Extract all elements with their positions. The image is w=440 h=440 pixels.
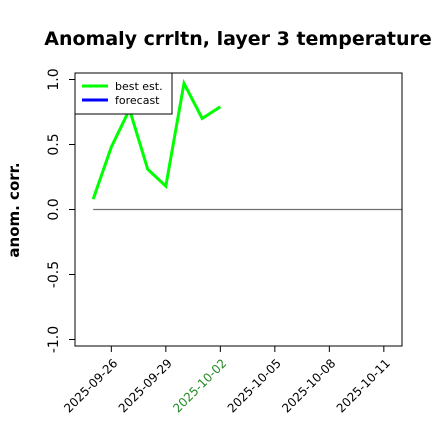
series-line-0 [91, 78, 222, 200]
x-tick-label: 2025-09-29 [116, 356, 175, 415]
legend-label: best est. [115, 80, 163, 93]
x-tick-label: 2025-10-05 [225, 356, 284, 415]
x-tick-label: 2025-09-26 [61, 356, 120, 415]
x-tick-label: 2025-10-02 [170, 356, 229, 415]
legend-label: forecast [115, 94, 160, 107]
y-tick-label: -1.0 [46, 326, 62, 353]
y-tick-label: 1.0 [46, 68, 62, 90]
y-axis-label: anom. corr. [5, 162, 23, 257]
x-tick-label: 2025-10-08 [279, 356, 338, 415]
legend-box [74, 72, 173, 115]
y-tick-label: -0.5 [46, 261, 62, 288]
y-tick-label: 0.5 [46, 133, 62, 155]
y-tick-label: 0.0 [46, 198, 62, 220]
plot-area: -1.0-0.50.00.51.02025-09-262025-09-29202… [46, 68, 403, 415]
legend: best est.forecast [74, 72, 173, 115]
x-tick-label: 2025-10-11 [334, 356, 393, 415]
chart-title: Anomaly crrltn, layer 3 temperature [44, 28, 432, 50]
